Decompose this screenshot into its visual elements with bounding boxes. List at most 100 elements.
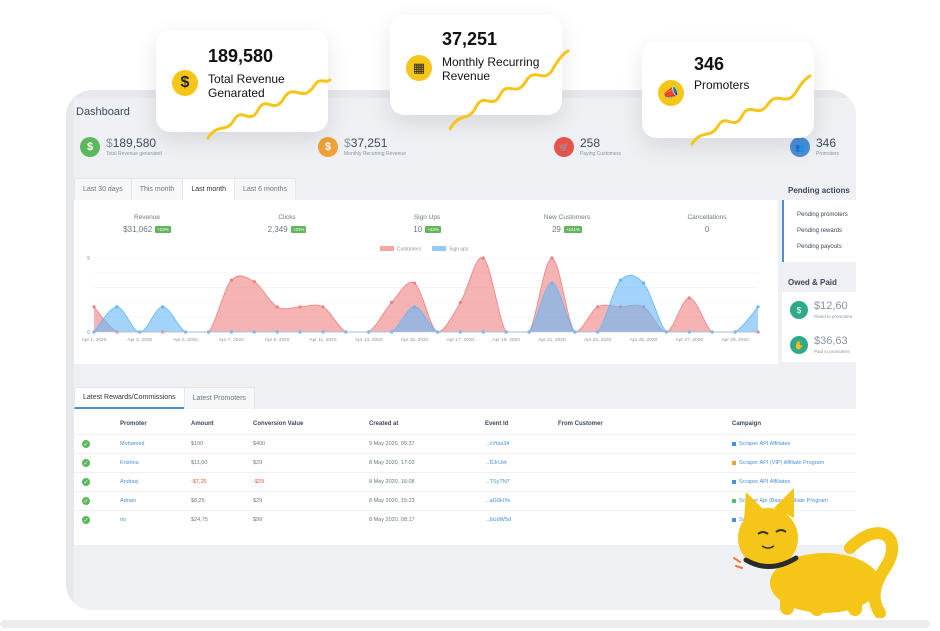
x-tick-label: Apr 27, 2020 (676, 337, 704, 343)
tab-latest-rewards[interactable]: Latest Rewards/Commissions (74, 387, 185, 409)
x-tick-label: Apr 13, 2020 (355, 337, 383, 343)
series-area-1 (94, 275, 758, 332)
growth-badge: +43% (425, 226, 441, 233)
check-icon: ✓ (82, 440, 90, 448)
check-icon: ✓ (82, 478, 90, 486)
event-id-link[interactable]: ...aG0HYe (485, 498, 511, 504)
promoter-link[interactable]: Andraxj (120, 479, 139, 485)
promoter-link[interactable]: Krishna (120, 460, 139, 466)
data-point (92, 305, 96, 309)
col-header: Event Id (485, 421, 509, 427)
event-id-link[interactable]: ...TSyTN7 (485, 479, 510, 485)
tab-latest-promoters[interactable]: Latest Promoters (183, 387, 255, 409)
x-tick-label: Apr 3, 2020 (127, 337, 152, 343)
created-cell: 8 May 2020, 17:03 (369, 460, 415, 466)
promoter-link[interactable]: Mohamed (120, 441, 145, 447)
series-area-0 (94, 257, 758, 332)
data-point (412, 305, 417, 309)
campaign-color-swatch (732, 498, 736, 503)
check-icon: ✓ (82, 497, 90, 505)
x-tick-label: Apr 25, 2020 (630, 337, 658, 343)
data-point (687, 296, 691, 300)
growth-badge: +23% (155, 226, 171, 233)
floating-value: 37,251 (442, 29, 498, 49)
pending-actions-card (782, 200, 856, 262)
paid-value: $36,63 (814, 335, 848, 347)
conversion-cell: -$29 (253, 479, 265, 485)
created-cell: 8 May 2020, 16:08 (369, 479, 415, 485)
floating-label: Monthly Recurring Revenue (442, 55, 540, 84)
event-id-link[interactable]: ...bUdW5d (485, 517, 511, 523)
x-tick-label: Apr 11, 2020 (309, 337, 336, 343)
tab-last-30-days[interactable]: Last 30 days (74, 178, 132, 200)
x-tick-label: Apr 21, 2020 (538, 337, 566, 343)
floating-label: Promoters (694, 78, 750, 92)
data-point (321, 305, 325, 309)
growth-badge: +141% (563, 226, 583, 233)
stat-cancellations: Cancellations 0 (687, 214, 727, 234)
dollar-icon: $ (80, 137, 100, 157)
kpi-label: Promoters (816, 151, 840, 157)
amount-cell: $11,60 (191, 460, 208, 466)
tab-this-month[interactable]: This month (130, 178, 184, 200)
legend-swatch (380, 246, 394, 251)
promoter-link[interactable]: no (120, 517, 127, 523)
floating-value: 346 (694, 54, 725, 74)
stat-sign-ups: Sign Ups 10 +43% (413, 214, 441, 234)
event-id-link[interactable]: ...cVtas34 (485, 441, 510, 447)
owed-value: $12,60 (814, 300, 848, 312)
page-title: Dashboard (76, 106, 130, 118)
conversion-cell: $400 (253, 441, 266, 447)
col-header: Campaign (732, 421, 762, 427)
squiggle-decoration (690, 74, 812, 146)
campaign-color-swatch (732, 517, 736, 522)
kpi-paying-customers: 🛒 258 Paying Customers (554, 132, 621, 162)
tab-last-6-months[interactable]: Last 6 months (233, 178, 296, 200)
data-point (550, 281, 554, 285)
campaign-color-swatch (732, 460, 736, 465)
event-id-link[interactable]: ...DJrUet (485, 460, 507, 466)
col-header: Conversion Value (253, 421, 304, 427)
tab-last-month[interactable]: Last month (182, 178, 235, 200)
floating-card-revenue: $ 189,580 Total Revenue Genarated (156, 30, 332, 140)
legend-swatch (432, 246, 446, 251)
kpi-value: 37,251 (350, 136, 388, 150)
data-point (756, 305, 760, 309)
campaign-color-swatch (732, 441, 736, 446)
col-header: Amount (191, 421, 214, 427)
data-point (161, 305, 165, 309)
kpi-label: Paying Customers (580, 151, 621, 157)
pending-payouts-link[interactable]: Pending payouts (797, 244, 842, 250)
floating-value: 189,580 (208, 46, 274, 66)
x-tick-label: Apr 1, 2020 (82, 337, 107, 343)
data-point (619, 278, 623, 282)
area-chart: 5 0 Customers Sign ups Apr 1, 2020 Apr 3, 202… (82, 246, 760, 343)
x-tick-label: Apr 15, 2020 (401, 337, 429, 343)
check-icon: ✓ (82, 459, 90, 467)
kpi-label: Total Revenue generated (106, 151, 162, 157)
x-tick-label: Apr 9, 2020 (265, 337, 290, 343)
kpi-promoters: 👥 346 Promoters (790, 132, 839, 162)
paid-label: Paid to promoters (814, 349, 850, 354)
pending-rewards-link[interactable]: Pending rewards (797, 228, 843, 234)
kpi-value: 258 (580, 136, 601, 150)
campaign-link[interactable]: Scraper API (VIP) Affiliate Program (732, 460, 824, 466)
kpi-total-revenue: $ $189,580 Total Revenue generated (80, 132, 162, 162)
pending-promoters-link[interactable]: Pending promoters (797, 212, 848, 218)
handshake-icon: ✋ (790, 336, 808, 354)
table-row[interactable]: ✓ Mohamed $100 $400 9 May 2020, 05:37 ...cVta… (74, 434, 856, 453)
campaign-link[interactable]: Scraper API Affiliates (732, 441, 790, 447)
table-row[interactable]: ✓ Krishna $11,60 $29 8 May 2020, 17:03 ...DJr… (74, 453, 856, 472)
money-icon: $ (790, 301, 808, 319)
data-point (275, 305, 279, 309)
table-row[interactable]: ✓ Andraxj -$7,25 -$29 8 May 2020, 16:08 ...TS… (74, 472, 856, 491)
floating-card-promoters: 📣 346 Promoters (642, 42, 814, 146)
floating-label: Total Revenue Genarated (208, 72, 285, 101)
data-point (458, 300, 462, 304)
floor-shadow (0, 620, 930, 628)
floating-card-mrr: ▦ 37,251 Monthly Recurring Revenue (390, 15, 570, 131)
campaign-link[interactable]: Scraper API Affiliates (732, 479, 790, 485)
promoter-link[interactable]: Adnan (120, 498, 136, 504)
growth-badge: +23% (290, 226, 307, 233)
megaphone-icon: 📣 (658, 80, 684, 106)
